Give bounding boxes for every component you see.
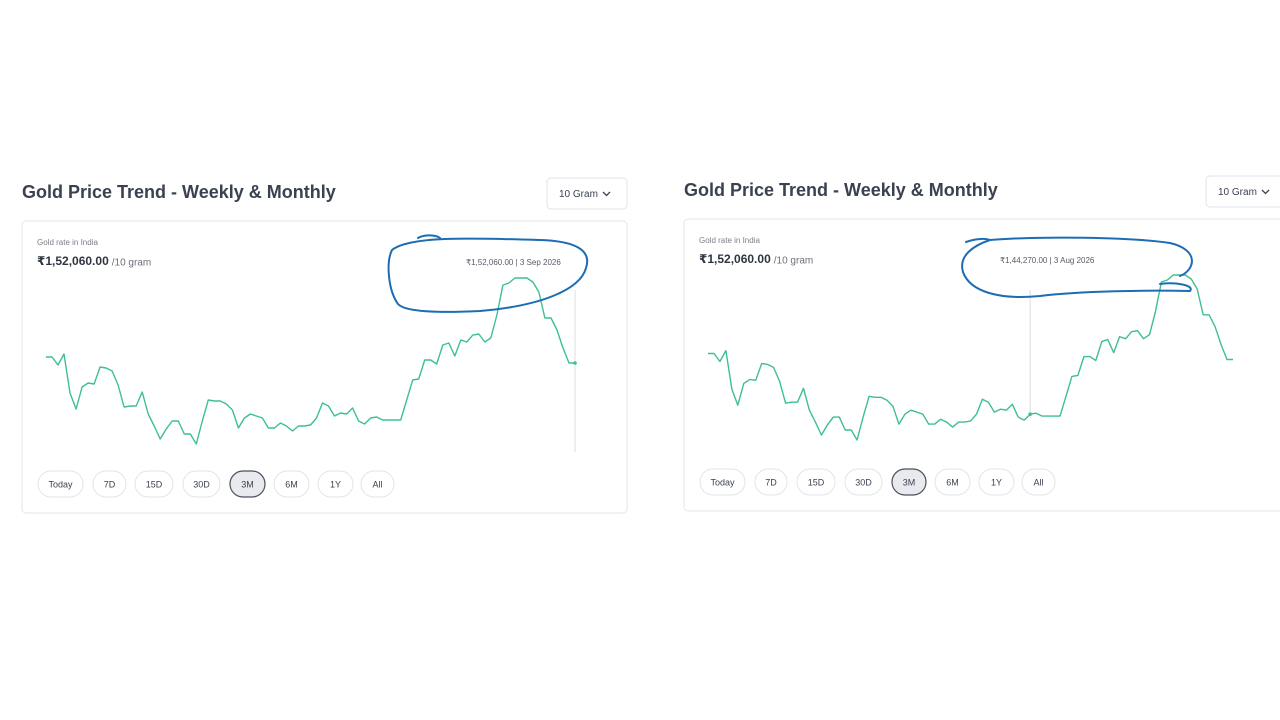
range-button-text[interactable]: 7D bbox=[104, 479, 116, 489]
range-button-text[interactable]: 1Y bbox=[330, 479, 341, 489]
range-button[interactable] bbox=[317, 470, 354, 498]
hover-point bbox=[1028, 412, 1032, 416]
range-button-text[interactable]: 30D bbox=[193, 479, 210, 489]
price-unit: /10 gram bbox=[112, 258, 151, 269]
range-button-text[interactable]: 6M bbox=[285, 479, 298, 489]
chart-card bbox=[21, 220, 628, 514]
section-title: Gold Price Trend - Weekly & Monthly bbox=[684, 180, 998, 200]
range-button-text[interactable]: 6M bbox=[946, 477, 959, 487]
range-button[interactable] bbox=[978, 468, 1015, 496]
range-button-text[interactable]: All bbox=[1033, 477, 1043, 487]
range-button[interactable] bbox=[796, 468, 836, 496]
tooltip-text: ₹1,44,270.00 | 3 Aug 2026 bbox=[1000, 256, 1095, 265]
dropdown-chevron bbox=[602, 191, 611, 197]
price-line bbox=[46, 277, 575, 445]
range-button-text[interactable]: 3M bbox=[241, 479, 254, 489]
range-button[interactable] bbox=[844, 468, 883, 496]
rate-label: Gold rate in India bbox=[37, 238, 98, 247]
range-button[interactable] bbox=[891, 468, 927, 496]
range-button[interactable] bbox=[182, 470, 221, 498]
range-button[interactable] bbox=[934, 468, 971, 496]
chart-card bbox=[683, 218, 1280, 512]
current-price: ₹1,52,060.00 bbox=[37, 254, 109, 268]
range-button[interactable] bbox=[1021, 468, 1056, 496]
range-button-text[interactable]: Today bbox=[48, 479, 73, 489]
range-button[interactable] bbox=[92, 470, 127, 498]
unit-dropdown-text[interactable]: 10 Gram bbox=[559, 189, 598, 200]
range-button-text[interactable]: Today bbox=[710, 477, 735, 487]
range-button-text[interactable]: 7D bbox=[765, 477, 777, 487]
unit-dropdown[interactable] bbox=[546, 177, 628, 210]
range-button[interactable] bbox=[273, 470, 310, 498]
price-line bbox=[708, 274, 1233, 441]
range-button-text[interactable]: 1Y bbox=[991, 477, 1002, 487]
range-button[interactable] bbox=[134, 470, 174, 498]
dropdown-chevron bbox=[1261, 189, 1270, 195]
range-button[interactable] bbox=[754, 468, 788, 496]
range-button[interactable] bbox=[360, 470, 395, 498]
range-button[interactable] bbox=[699, 468, 746, 496]
tooltip-text: ₹1,52,060.00 | 3 Sep 2026 bbox=[466, 258, 561, 267]
range-button-text[interactable]: 15D bbox=[808, 477, 825, 487]
section-title: Gold Price Trend - Weekly & Monthly bbox=[22, 182, 336, 202]
range-button-text[interactable]: 30D bbox=[855, 477, 872, 487]
annotation-scribble bbox=[387, 234, 589, 313]
range-button-text[interactable]: All bbox=[372, 479, 382, 489]
annotation-scribble bbox=[961, 236, 1193, 298]
price-unit: /10 gram bbox=[774, 256, 813, 267]
range-button-text[interactable]: 15D bbox=[146, 479, 163, 489]
unit-dropdown-text[interactable]: 10 Gram bbox=[1218, 187, 1257, 198]
range-button[interactable] bbox=[37, 470, 84, 498]
rate-label: Gold rate in India bbox=[699, 236, 760, 245]
range-button[interactable] bbox=[229, 470, 266, 498]
hover-point bbox=[573, 361, 577, 365]
current-price: ₹1,52,060.00 bbox=[699, 252, 771, 266]
unit-dropdown[interactable] bbox=[1205, 175, 1280, 208]
range-button-text[interactable]: 3M bbox=[903, 477, 916, 487]
